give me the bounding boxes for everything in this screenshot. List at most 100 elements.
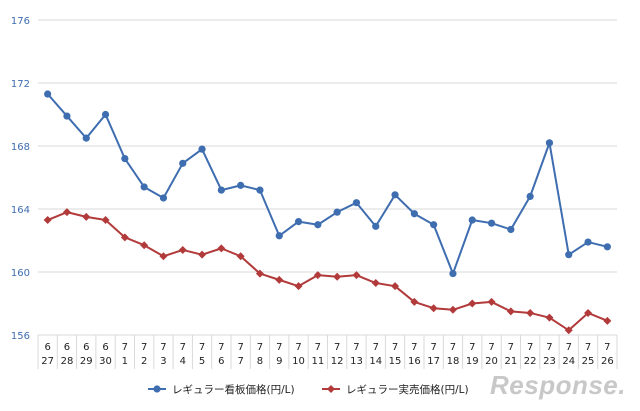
x-tick-month: 7 — [334, 342, 340, 353]
x-tick-day: 15 — [389, 356, 402, 367]
x-tick-month: 6 — [44, 342, 50, 353]
data-point — [313, 271, 322, 280]
x-tick-day: 27 — [41, 356, 54, 367]
x-tick-day: 19 — [466, 356, 479, 367]
x-tick-day: 29 — [80, 356, 93, 367]
data-point — [584, 238, 592, 246]
data-point — [159, 252, 168, 261]
legend-label: レギュラー看板価格(円/L) — [172, 383, 295, 396]
x-tick-month: 7 — [180, 342, 186, 353]
data-point — [333, 272, 342, 281]
x-tick-month: 7 — [392, 342, 398, 353]
x-tick-day: 30 — [99, 356, 112, 367]
x-tick-month: 7 — [295, 342, 301, 353]
data-point — [526, 192, 534, 200]
legend: レギュラー看板価格(円/L) レギュラー実売価格(円/L) — [148, 383, 469, 396]
x-tick-day: 6 — [218, 356, 224, 367]
x-tick-day: 16 — [408, 356, 421, 367]
series-line-2 — [47, 211, 608, 332]
x-tick-day: 3 — [160, 356, 166, 367]
data-point — [391, 282, 400, 291]
data-point — [506, 307, 515, 316]
x-tick-day: 2 — [141, 356, 147, 367]
x-tick-day: 23 — [543, 356, 556, 367]
x-tick-day: 7 — [237, 356, 243, 367]
data-point — [294, 218, 303, 226]
x-tick-month: 6 — [64, 342, 70, 353]
x-tick-month: 7 — [566, 342, 572, 353]
data-point — [545, 139, 554, 147]
data-point — [410, 210, 418, 218]
data-point — [603, 243, 611, 251]
data-point — [275, 232, 283, 240]
data-point — [82, 134, 90, 142]
x-tick-day: 21 — [504, 356, 517, 367]
x-tick-month: 7 — [141, 342, 147, 353]
x-tick-day: 4 — [180, 356, 186, 367]
y-tick-label: 172 — [11, 79, 30, 90]
x-tick-month: 7 — [237, 342, 243, 353]
x-tick-day: 1 — [122, 356, 128, 367]
x-tick-month: 7 — [488, 342, 494, 353]
x-tick-month: 7 — [257, 342, 263, 353]
data-point — [314, 221, 322, 229]
data-point — [507, 225, 515, 234]
data-point — [237, 181, 245, 189]
data-point — [159, 194, 168, 202]
data-point — [371, 279, 380, 288]
response-watermark-logo: Response. — [490, 370, 626, 400]
data-point — [448, 305, 457, 314]
x-tick-day: 18 — [447, 356, 460, 367]
legend-marker-diamond — [327, 385, 335, 393]
x-tick-month: 7 — [450, 342, 456, 353]
x-tick-month: 7 — [218, 342, 224, 353]
x-tick-day: 8 — [257, 356, 263, 367]
x-tick-day: 24 — [562, 356, 575, 367]
x-tick-day: 11 — [311, 356, 324, 367]
data-point — [429, 304, 438, 313]
x-tick-day: 26 — [601, 356, 614, 367]
x-tick-month: 7 — [546, 342, 552, 353]
data-point — [236, 252, 245, 261]
data-point — [603, 316, 612, 325]
data-point — [178, 245, 187, 254]
data-point — [410, 297, 419, 306]
data-point — [63, 112, 71, 120]
x-tick-day: 13 — [350, 356, 363, 367]
x-tick-month: 7 — [199, 342, 205, 353]
x-tick-month: 7 — [604, 342, 610, 353]
y-tick-label: 168 — [11, 142, 30, 153]
data-point — [430, 221, 438, 229]
x-tick-day: 17 — [427, 356, 440, 367]
y-tick-label: 160 — [11, 268, 30, 279]
data-point — [120, 233, 129, 242]
x-tick-month: 7 — [508, 342, 514, 353]
data-point — [179, 159, 187, 167]
data-point — [198, 145, 206, 153]
data-point — [468, 299, 477, 308]
x-tick-month: 7 — [373, 342, 379, 353]
x-axis-labels: 6276286296307172737475767778797107117127… — [41, 342, 613, 367]
data-point — [217, 186, 225, 194]
data-point — [44, 90, 52, 98]
y-tick-label: 164 — [11, 205, 30, 216]
x-tick-day: 20 — [485, 356, 498, 367]
x-tick-month: 6 — [83, 342, 89, 353]
x-tick-day: 12 — [331, 356, 344, 367]
data-point — [198, 250, 207, 259]
data-point — [101, 110, 110, 119]
data-point — [487, 219, 496, 227]
data-point — [256, 186, 264, 194]
x-tick-day: 28 — [61, 356, 74, 367]
data-point — [101, 216, 110, 225]
x-tick-day: 22 — [524, 356, 537, 367]
x-tick-month: 7 — [469, 342, 475, 353]
data-point — [565, 251, 573, 259]
x-tick-day: 25 — [582, 356, 595, 367]
x-tick-month: 7 — [353, 342, 359, 353]
legend-marker-circle — [153, 385, 161, 393]
legend-label: レギュラー実売価格(円/L) — [346, 383, 469, 396]
data-point — [391, 191, 399, 199]
data-point — [372, 222, 380, 230]
